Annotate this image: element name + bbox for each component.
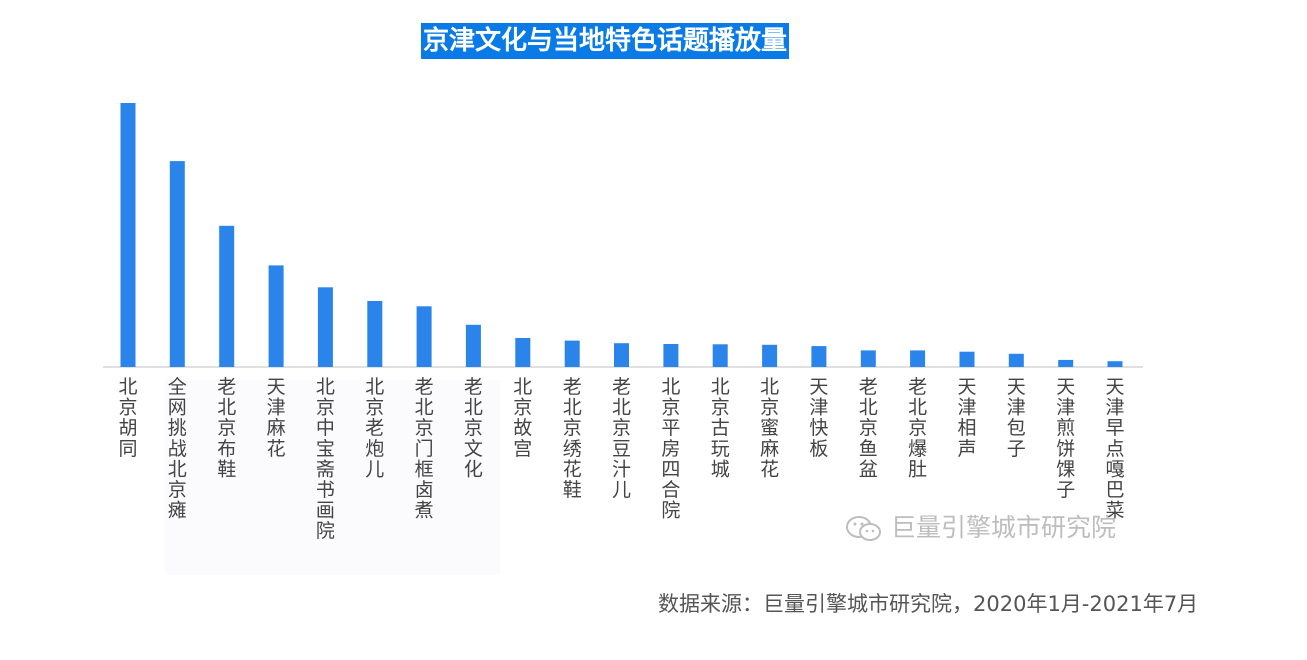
x-tick-label-3: 天津麻花 [267, 376, 286, 460]
bar-1 [169, 161, 185, 367]
bar-12 [712, 344, 728, 367]
chart-title: 京津文化与当地特色话题播放量 [421, 23, 790, 59]
x-tick-label-4: 北京中宝斋书画院 [316, 376, 335, 542]
x-tick-label-18: 天津包子 [1007, 376, 1026, 460]
x-tick-label-16: 老北京爆肚 [908, 376, 927, 480]
wechat-icon [846, 516, 881, 541]
bar-11 [663, 344, 679, 367]
bar-14 [811, 346, 827, 367]
x-tick-label-0: 北京胡同 [118, 376, 137, 460]
x-tick-label-7: 老北京文化 [464, 376, 483, 480]
data-source-note: 数据来源：巨量引擎城市研究院，2020年1月-2021年7月 [658, 592, 1199, 616]
bar-5 [367, 301, 383, 367]
bar-19 [1058, 359, 1074, 367]
watermark-text: 巨量引擎城市研究院 [891, 513, 1117, 542]
x-tick-label-5: 北京老炮儿 [365, 376, 384, 480]
bar-18 [1008, 353, 1024, 367]
x-tick-label-8: 北京故宫 [513, 376, 532, 460]
bar-4 [317, 287, 333, 367]
bar-3 [268, 265, 284, 367]
bar-9 [564, 340, 580, 367]
bar-7 [465, 324, 481, 367]
bar-20 [1107, 361, 1123, 367]
bar-8 [515, 338, 531, 367]
x-tick-label-9: 老北京绣花鞋 [563, 376, 582, 501]
bar-0 [120, 103, 136, 367]
x-tick-label-14: 天津快板 [809, 376, 828, 460]
x-tick-label-6: 老北京门框卤煮 [415, 376, 434, 522]
bar-15 [860, 350, 876, 367]
x-tick-label-10: 老北京豆汁儿 [612, 376, 631, 501]
x-tick-label-13: 北京蜜麻花 [760, 376, 779, 480]
bar-10 [614, 343, 629, 367]
x-tick-label-1: 全网挑战北京瘫 [168, 376, 187, 522]
bar-13 [762, 344, 778, 367]
background-panel [165, 380, 500, 575]
x-tick-label-11: 北京平房四合院 [661, 376, 680, 522]
x-tick-label-19: 天津煎饼馃子 [1056, 376, 1075, 501]
bar-17 [959, 351, 975, 367]
bar-6 [416, 306, 432, 367]
x-tick-label-2: 老北京布鞋 [217, 376, 236, 480]
bar-16 [910, 350, 926, 367]
x-tick-label-12: 北京古玩城 [711, 376, 730, 480]
bar-2 [219, 225, 235, 367]
x-tick-label-20: 天津早点嘎巴菜 [1105, 376, 1124, 522]
x-tick-label-17: 天津相声 [957, 376, 976, 460]
x-tick-label-15: 老北京鱼盆 [859, 376, 878, 480]
watermark: 巨量引擎城市研究院 [845, 510, 1116, 546]
